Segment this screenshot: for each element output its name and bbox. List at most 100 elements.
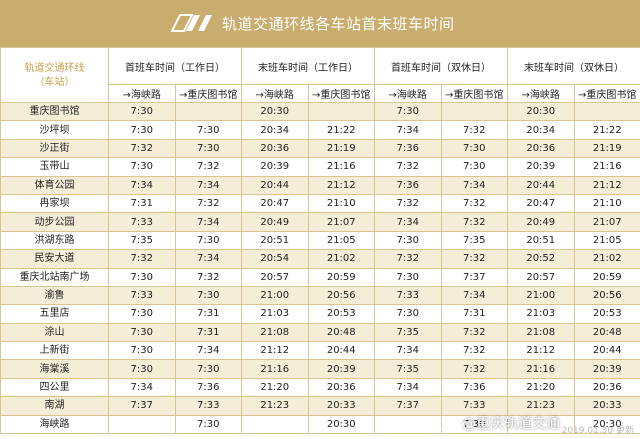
time-cell — [241, 414, 309, 435]
time-cell: 21:23 — [241, 396, 309, 416]
time-cell: 21:03 — [507, 304, 575, 324]
time-cell: 7:32 — [440, 212, 508, 232]
table-row: 涂山 7:30 7:31 21:08 20:48 7:35 7:32 21:08 20:48 — [0, 322, 640, 343]
time-cell — [108, 414, 176, 435]
time-cell: 20:53 — [573, 304, 640, 324]
time-cell: 20:44 — [573, 341, 640, 361]
time-cell: 7:34 — [374, 120, 442, 140]
time-cell: 20:47 — [507, 193, 575, 214]
weibo-icon — [438, 416, 457, 431]
time-cell: 7:30 — [108, 322, 176, 343]
time-cell: 7:30 — [108, 359, 176, 379]
time-cell: 21:02 — [573, 249, 640, 269]
time-cell: 20:39 — [307, 359, 375, 379]
time-cell: 21:20 — [241, 377, 309, 398]
header-content: 轨道交通环线各车站首末班车时间 — [170, 10, 455, 36]
time-cell: 20:57 — [507, 267, 575, 287]
time-cell: 20:56 — [307, 285, 375, 306]
time-cell: 7:32 — [440, 193, 508, 214]
time-cell: 21:05 — [307, 230, 375, 251]
station-name: 洪湖东路 — [0, 230, 109, 251]
time-cell: 7:34 — [374, 212, 442, 232]
time-cell: 7:30 — [374, 267, 442, 287]
time-cell: 20:30 — [507, 101, 575, 122]
time-cell: 7:33 — [440, 396, 508, 416]
time-cell: 21:08 — [241, 322, 309, 343]
station-name: 重庆图书馆 — [0, 101, 109, 122]
time-cell: 21:16 — [307, 157, 375, 177]
time-cell: 21:16 — [241, 359, 309, 379]
time-cell: 21:12 — [507, 341, 575, 361]
time-cell: 7:30 — [174, 359, 242, 379]
table-row: 体育公园 7:34 7:34 20:44 21:12 7:36 7:34 20:44 21:12 — [0, 175, 640, 195]
group-header-weekday-first: 首班车时间（工作日） — [108, 47, 242, 85]
time-cell: 21:16 — [573, 157, 640, 177]
station-name: 动步公园 — [0, 212, 109, 232]
time-cell: 7:34 — [440, 175, 508, 195]
time-cell: 7:34 — [374, 377, 442, 398]
time-cell: 7:30 — [108, 157, 176, 177]
time-cell — [174, 101, 242, 122]
time-cell: 7:36 — [374, 175, 442, 195]
schedule-table: 轨道交通环线 （车站） 首班车时间（工作日） 末班车时间（工作日） 首班车时间（… — [0, 47, 640, 435]
time-cell: 7:30 — [108, 120, 176, 140]
time-cell: 7:32 — [440, 359, 508, 379]
schedule-table-container: 轨道交通环线 （车站） 首班车时间（工作日） 末班车时间（工作日） 首班车时间（… — [0, 47, 640, 439]
time-cell: 21:07 — [573, 212, 640, 232]
station-name: 渝鲁 — [0, 285, 109, 306]
table-row: 重庆北站南广场 7:30 7:32 20:57 20:59 7:30 7:37 20:57 20… — [0, 267, 640, 287]
table-row: 上新街 7:30 7:34 21:12 20:44 7:34 7:32 21:12 20:44 — [0, 341, 640, 361]
direction-header: →海峡路 — [374, 84, 442, 103]
time-cell: 7:32 — [440, 120, 508, 140]
page-title: 轨道交通环线各车站首末班车时间 — [222, 14, 455, 33]
time-cell: 21:00 — [507, 285, 575, 306]
table-row: 洪湖东路 7:35 7:30 20:51 21:05 7:30 7:35 20:51 21:05 — [0, 230, 640, 251]
time-cell: 7:31 — [174, 322, 242, 343]
table-row: 海棠溪 7:30 7:30 21:16 20:39 7:35 7:32 21:16 20:39 — [0, 359, 640, 379]
time-cell: 7:33 — [374, 285, 442, 306]
time-cell: 20:49 — [241, 212, 309, 232]
time-cell: 21:12 — [241, 341, 309, 361]
time-cell: 7:30 — [108, 267, 176, 287]
time-cell: 7:34 — [440, 285, 508, 306]
time-cell: 21:16 — [507, 359, 575, 379]
time-cell: 21:00 — [241, 285, 309, 306]
time-cell: 21:19 — [573, 138, 640, 159]
time-cell: 7:37 — [440, 267, 508, 287]
station-name: 涂山 — [0, 322, 109, 343]
time-cell: 21:10 — [307, 193, 375, 214]
watermark-text: @重庆轨道交通 — [462, 416, 560, 432]
time-cell: 20:36 — [507, 138, 575, 159]
table-row: 四公里 7:34 7:36 21:20 20:36 7:34 7:36 21:20 20:36 — [0, 377, 640, 398]
time-cell: 7:32 — [440, 322, 508, 343]
station-name: 民安大道 — [0, 249, 109, 269]
time-cell: 7:30 — [440, 157, 508, 177]
direction-header: →重庆图书馆 — [573, 84, 640, 103]
time-cell: 7:32 — [374, 157, 442, 177]
time-cell: 20:44 — [507, 175, 575, 195]
time-cell: 7:32 — [174, 193, 242, 214]
time-cell: 21:07 — [307, 212, 375, 232]
time-cell: 7:34 — [174, 341, 242, 361]
station-name: 冉家坝 — [0, 193, 109, 214]
direction-header: →重庆图书馆 — [440, 84, 508, 103]
station-name: 体育公园 — [0, 175, 109, 195]
table-row: 动步公园 7:33 7:34 20:49 21:07 7:34 7:32 20:49 21:07 — [0, 212, 640, 232]
time-cell: 7:33 — [174, 396, 242, 416]
time-cell: 20:34 — [507, 120, 575, 140]
time-cell: 20:44 — [241, 175, 309, 195]
time-cell: 21:05 — [573, 230, 640, 251]
time-cell: 20:48 — [573, 322, 640, 343]
time-cell: 7:34 — [108, 377, 176, 398]
group-header-weekday-last: 末班车时间（工作日） — [241, 47, 375, 85]
time-cell: 20:52 — [507, 249, 575, 269]
station-name: 五里店 — [0, 304, 109, 324]
time-cell: 7:30 — [108, 304, 176, 324]
time-cell: 7:30 — [174, 414, 242, 435]
time-cell: 20:53 — [307, 304, 375, 324]
table-row: 海峡路 7:30 20:30 7:30 20:30 — [0, 414, 640, 435]
direction-header: →重庆图书馆 — [307, 84, 375, 103]
time-cell: 21:19 — [307, 138, 375, 159]
time-cell: 7:30 — [440, 414, 508, 435]
time-cell: 20:30 — [307, 414, 375, 435]
